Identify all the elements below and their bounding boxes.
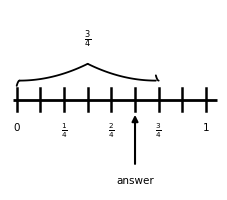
Text: $\frac{2}{4}$: $\frac{2}{4}$ xyxy=(108,121,114,139)
Text: $\frac{1}{4}$: $\frac{1}{4}$ xyxy=(60,121,67,139)
Text: $1$: $1$ xyxy=(201,121,209,133)
Text: answer: answer xyxy=(116,175,153,185)
Text: $0$: $0$ xyxy=(13,121,20,133)
Text: $\frac{3}{4}$: $\frac{3}{4}$ xyxy=(155,121,161,139)
Text: $\frac{3}{4}$: $\frac{3}{4}$ xyxy=(84,28,91,50)
